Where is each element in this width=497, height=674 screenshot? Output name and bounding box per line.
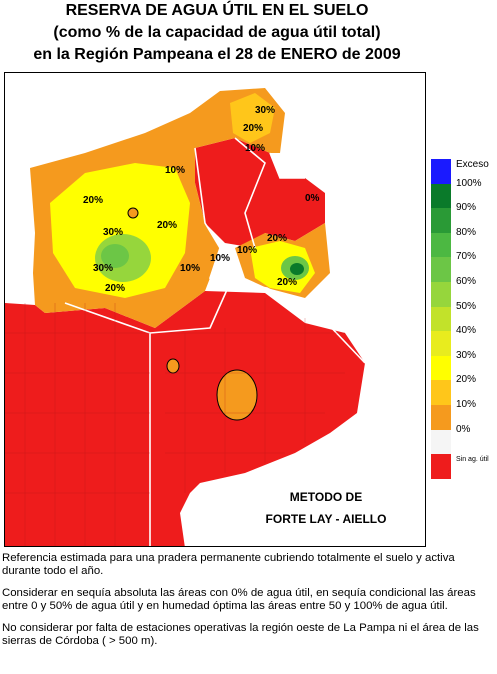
legend-item: 60%	[431, 276, 493, 307]
legend-label: Sin ag. útil	[456, 456, 489, 464]
legend-swatch	[431, 232, 451, 258]
contour-label: 0%	[305, 193, 320, 204]
legend-swatch	[431, 208, 451, 233]
method-line-2: FORTE LAY - AIELLO	[265, 512, 387, 526]
method-caption: METODO DE FORTE LAY - AIELLO	[251, 486, 401, 530]
legend-label: 100%	[456, 177, 482, 189]
legend-swatch	[431, 380, 451, 405]
legend-item: 40%	[431, 325, 493, 356]
legend-item: 10%	[431, 399, 493, 430]
legend-swatch	[431, 355, 451, 381]
county-lines	[5, 298, 345, 546]
contour-label: 30%	[255, 105, 275, 116]
legend-item: 70%	[431, 251, 493, 282]
legend-label: 40%	[456, 325, 477, 337]
contour-labels: 30% 20% 10% 10% 20% 20% 30% 30% 20% 10% …	[83, 105, 320, 294]
legend-label: 70%	[456, 251, 477, 263]
legend-label: 90%	[456, 202, 477, 214]
note-exclusion: No considerar por falta de estaciones op…	[2, 622, 479, 647]
legend-swatch	[431, 429, 451, 455]
method-line-1: METODO DE	[289, 490, 363, 504]
contour-label: 20%	[105, 283, 125, 294]
legend-swatch	[431, 183, 451, 209]
note-reference: Referencia estimada para una pradera per…	[2, 552, 455, 577]
legend-item: 30%	[431, 350, 493, 381]
orange-pocket-1	[216, 369, 258, 421]
contour-label: 10%	[180, 263, 200, 274]
green-zone-west-core	[101, 244, 129, 268]
contour-label: 10%	[165, 165, 185, 176]
legend-label: 0%	[456, 423, 471, 435]
legend-item: Sin ag. útil	[431, 454, 493, 479]
green-zone-east-core	[290, 263, 304, 275]
legend-item: 20%	[431, 374, 493, 405]
legend-label: 30%	[456, 349, 477, 361]
contour-label: 20%	[83, 195, 103, 206]
legend-label: Exceso	[456, 159, 489, 170]
legend-item: 80%	[431, 227, 493, 258]
orange-pocket-2	[166, 358, 180, 374]
legend-swatch	[431, 281, 451, 307]
notes: Referencia estimada para una pradera per…	[2, 552, 496, 657]
legend-swatch	[431, 404, 451, 430]
contour-label: 20%	[243, 123, 263, 134]
legend-label: 80%	[456, 226, 477, 238]
legend-label: 50%	[456, 300, 477, 312]
note-drought: Considerar en sequía absoluta las áreas …	[2, 587, 476, 612]
legend-item: Exceso	[431, 159, 493, 184]
title-line-3: en la Región Pampeana el 28 de ENERO de …	[33, 46, 401, 63]
contour-label: 10%	[245, 143, 265, 154]
legend-item: 100%	[431, 178, 493, 209]
color-legend: Exceso 100% 90% 80% 70% 60% 50% 40% 30% 20% 10% 0% S…	[431, 159, 493, 479]
legend-swatch	[431, 159, 451, 184]
region-map: 30% 20% 10% 10% 20% 20% 30% 30% 20% 10% …	[5, 88, 366, 546]
yellow-zone-west	[50, 163, 190, 298]
legend-swatch	[431, 331, 451, 356]
contour-label: 20%	[277, 277, 297, 288]
legend-swatch	[431, 454, 451, 479]
map-title: RESERVA DE AGUA ÚTIL EN EL SUELO (como %…	[0, 0, 434, 66]
contour-label: 20%	[267, 233, 287, 244]
yellow-zone-north	[230, 93, 275, 143]
legend-item: 0%	[431, 424, 493, 455]
legend-item: 50%	[431, 301, 493, 332]
legend-item: 90%	[431, 202, 493, 233]
contour-label: 10%	[237, 245, 257, 256]
contour-label: 30%	[103, 227, 123, 238]
dry-region-center	[195, 138, 325, 248]
orange-pocket-3	[127, 207, 139, 219]
legend-swatch	[431, 306, 451, 332]
title-line-2: (como % de la capacidad de agua útil tot…	[53, 24, 381, 41]
province-boundary	[64, 137, 366, 546]
legend-swatch	[431, 257, 451, 282]
contour-label: 30%	[93, 263, 113, 274]
legend-label: 10%	[456, 398, 477, 410]
contour-label: 10%	[210, 253, 230, 264]
legend-label: 60%	[456, 275, 477, 287]
map-frame: 30% 20% 10% 10% 20% 20% 30% 30% 20% 10% …	[4, 72, 426, 547]
title-line-1: RESERVA DE AGUA ÚTIL EN EL SUELO	[65, 2, 369, 19]
legend-label: 20%	[456, 374, 477, 386]
contour-label: 20%	[157, 220, 177, 231]
